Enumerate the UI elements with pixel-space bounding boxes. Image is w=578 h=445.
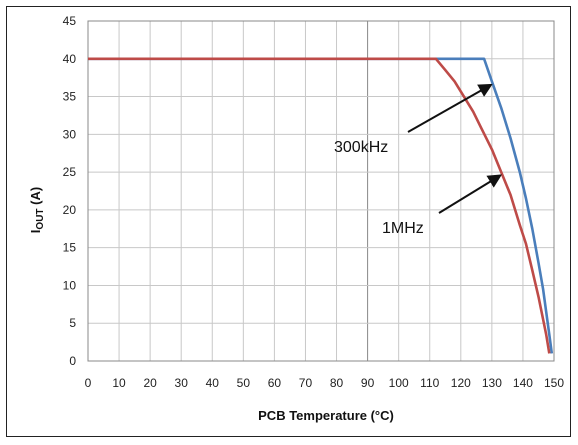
x-tick-label: 30 [175, 376, 189, 390]
y-tick-label: 10 [63, 278, 77, 292]
y-tick-label: 30 [63, 127, 77, 141]
y-tick-label: 25 [63, 165, 77, 179]
plot-area-border [87, 20, 555, 362]
x-tick-label: 120 [451, 376, 471, 390]
chart-frame [6, 6, 571, 437]
x-tick-label: 80 [330, 376, 344, 390]
x-tick-label: 0 [85, 376, 92, 390]
series-line-300khz [88, 57, 554, 354]
series-lines [88, 57, 554, 354]
y-tick-label: 20 [63, 203, 77, 217]
x-tick-label: 60 [268, 376, 282, 390]
y-tick-label: 40 [63, 52, 77, 66]
annotation-label-300khz: 300kHz [334, 139, 388, 156]
annotation-arrow [438, 174, 503, 214]
x-tick-label: 70 [299, 376, 313, 390]
annotations: 300kHz 1MHz [334, 83, 503, 237]
x-tick-label: 40 [206, 376, 220, 390]
x-tick-label: 150 [544, 376, 564, 390]
y-tick-label: 0 [69, 354, 76, 368]
x-tick-label: 140 [513, 376, 533, 390]
y-tick-labels: 0 5 10 15 20 25 30 35 40 45 [63, 14, 77, 368]
x-axis-title: PCB Temperature (°C) [258, 408, 394, 423]
x-tick-label: 100 [389, 376, 409, 390]
x-tick-label: 90 [361, 376, 375, 390]
x-tick-label: 110 [420, 376, 439, 390]
x-tick-label: 20 [143, 376, 157, 390]
y-tick-label: 5 [69, 316, 76, 330]
y-tick-label: 15 [63, 241, 77, 255]
y-axis-title-unit: (A) [28, 187, 43, 209]
annotation-label-1mhz: 1MHz [382, 220, 424, 237]
x-tick-labels: 0 10 20 30 40 50 60 70 80 90 100 110 120 130 140 150 [85, 376, 565, 390]
y-axis-title-sub: OUT [35, 208, 46, 229]
y-tick-label: 35 [63, 90, 77, 104]
annotation-arrow [407, 83, 493, 133]
x-tick-label: 50 [237, 376, 251, 390]
x-tick-label: 130 [482, 376, 502, 390]
y-axis-title-main: I [28, 230, 43, 234]
grid-lines [87, 20, 555, 362]
series-line-1mhz [88, 57, 551, 354]
y-tick-label: 45 [63, 14, 77, 28]
x-tick-label: 10 [112, 376, 126, 390]
y-axis-title: IOUT (A) [28, 187, 46, 233]
